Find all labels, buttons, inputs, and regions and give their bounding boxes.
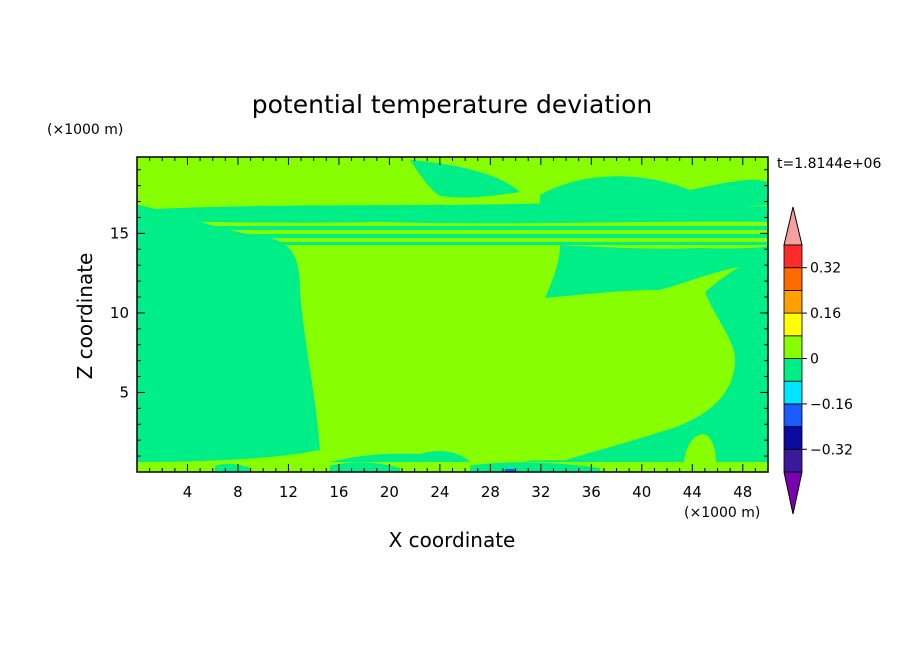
x-tick-label: 48 bbox=[733, 483, 752, 501]
colorbar-max-arrow bbox=[783, 206, 803, 246]
right-negative-region bbox=[560, 255, 768, 462]
surface-strip bbox=[137, 462, 768, 472]
x-tick-label: 4 bbox=[183, 483, 193, 501]
chart-title: potential temperature deviation bbox=[252, 90, 652, 119]
left-negative-region bbox=[137, 205, 320, 462]
y-tick-label: 5 bbox=[119, 383, 129, 401]
upper-band-negative bbox=[137, 202, 768, 224]
colorbar-tick-label: 0 bbox=[810, 352, 819, 368]
colorbar-box bbox=[783, 244, 803, 269]
y-axis: 5 10 15 bbox=[110, 169, 768, 457]
colorbar-box bbox=[783, 380, 803, 405]
x-axis: 4 8 12 16 20 24 28 32 36 40 44 48 bbox=[149, 157, 756, 501]
surface-negative-blobs bbox=[215, 462, 600, 472]
x-unit-label: (×1000 m) bbox=[684, 505, 760, 521]
x-tick-label: 12 bbox=[279, 483, 298, 501]
stripe-2 bbox=[137, 234, 768, 238]
x-tick-label: 28 bbox=[481, 483, 500, 501]
y-tick-label: 15 bbox=[110, 224, 129, 242]
time-label: t=1.8144e+06 bbox=[777, 156, 881, 172]
colorbar-box bbox=[783, 358, 803, 382]
colorbar-tick-label: −0.32 bbox=[810, 442, 853, 458]
y-tick-label: 10 bbox=[110, 304, 129, 322]
x-tick-label: 20 bbox=[380, 483, 399, 501]
colorbar-box bbox=[783, 312, 803, 337]
stripe-3 bbox=[137, 242, 768, 245]
x-axis-label: X coordinate bbox=[389, 528, 516, 552]
colorbar-min-arrow bbox=[783, 471, 803, 515]
colorbar-box bbox=[783, 426, 803, 450]
y-axis-label: Z coordinate bbox=[73, 253, 97, 380]
left-upper-negative bbox=[137, 245, 290, 266]
colorbar-box bbox=[783, 403, 803, 427]
x-tick-label: 8 bbox=[233, 483, 243, 501]
x-tick-label: 16 bbox=[329, 483, 348, 501]
heatmap-field bbox=[137, 157, 768, 472]
x-tick-label: 40 bbox=[632, 483, 651, 501]
colorbar: −0.32 −0.16 0 0.16 0.32 bbox=[783, 206, 853, 515]
colorbar-tick-label: 0.16 bbox=[810, 306, 841, 322]
colorbar-box bbox=[783, 267, 803, 291]
right-upper-negative bbox=[545, 245, 768, 298]
bottom-right-bump bbox=[684, 434, 716, 462]
colorbar-box bbox=[783, 335, 803, 359]
colorbar-box bbox=[783, 448, 803, 473]
x-tick-label: 44 bbox=[683, 483, 702, 501]
colorbar-box bbox=[783, 289, 803, 314]
y-unit-label: (×1000 m) bbox=[47, 122, 123, 138]
top-center-negative bbox=[410, 160, 520, 198]
x-tick-label: 36 bbox=[582, 483, 601, 501]
colorbar-tick-label: 0.32 bbox=[810, 261, 841, 277]
x-tick-label: 24 bbox=[430, 483, 449, 501]
top-right-negative bbox=[540, 176, 768, 208]
colorbar-tick-label: −0.16 bbox=[810, 397, 853, 413]
stripe-1 bbox=[137, 226, 768, 230]
x-tick-label: 32 bbox=[531, 483, 550, 501]
